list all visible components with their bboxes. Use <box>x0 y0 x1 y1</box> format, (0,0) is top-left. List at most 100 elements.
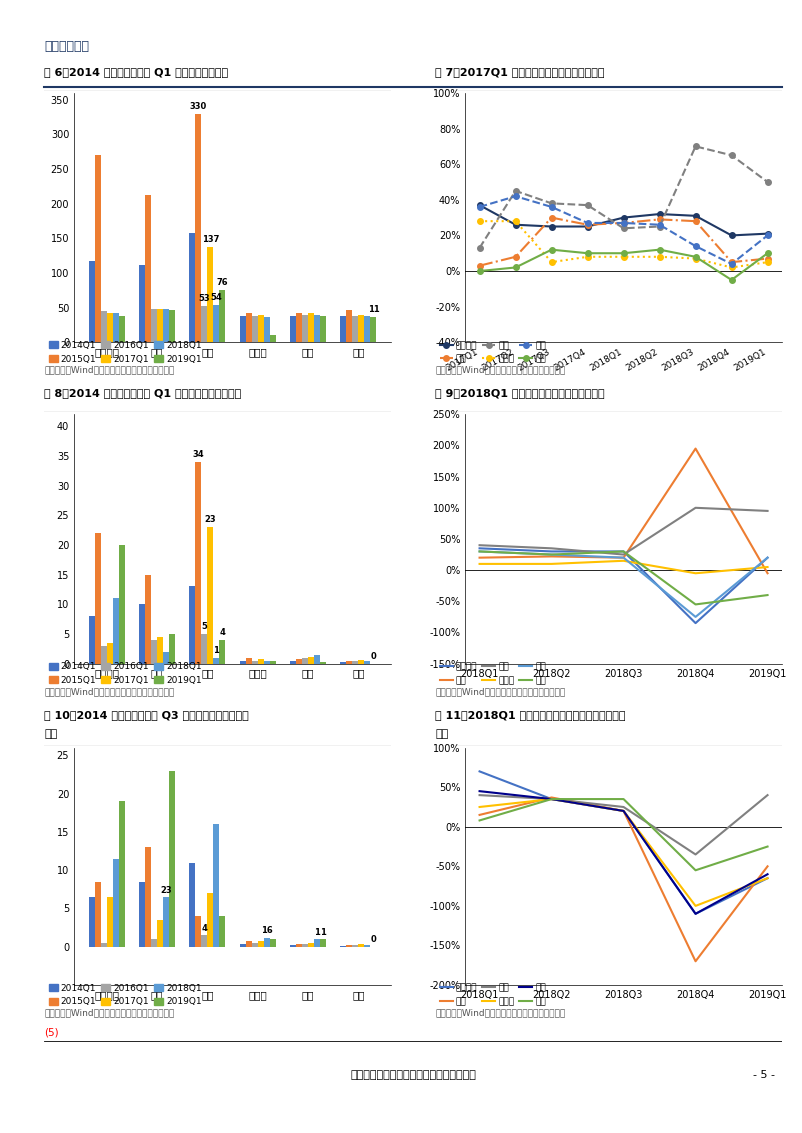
餐饮 <box>763 247 772 261</box>
免税 <box>475 538 484 552</box>
Bar <box>257 940 264 947</box>
酒店 <box>511 189 520 203</box>
Line: 景区: 景区 <box>476 215 771 269</box>
Legend: 2014Q1, 2015Q1, 2016Q1, 2017Q1, 2018Q1, 2019Q1: 2014Q1, 2015Q1, 2016Q1, 2017Q1, 2018Q1, … <box>49 341 201 364</box>
Bar <box>151 939 157 947</box>
Bar <box>264 317 269 342</box>
Bar <box>352 945 358 947</box>
Bar <box>145 574 151 664</box>
餐饮 <box>583 247 593 261</box>
出境游 <box>763 560 772 573</box>
Bar <box>151 640 157 664</box>
Bar <box>151 309 157 342</box>
Text: 走势: 走势 <box>435 730 448 740</box>
Text: 行业点评报告: 行业点评报告 <box>44 41 89 53</box>
Bar <box>320 316 326 342</box>
Bar <box>308 943 314 947</box>
出境游 <box>475 214 484 228</box>
Text: 图 6、2014 年以来社服行业 Q1 营收走势（亿元）: 图 6、2014 年以来社服行业 Q1 营收走势（亿元） <box>44 67 229 77</box>
Bar <box>352 661 358 664</box>
Bar <box>245 658 252 664</box>
Legend: 休闲服务, 景区, 免税, 出境游, 酒店, 餐饮: 休闲服务, 景区, 免税, 出境游, 酒店, 餐饮 <box>439 983 546 1006</box>
景区 <box>619 804 629 818</box>
Text: 5: 5 <box>201 622 207 631</box>
Bar <box>308 656 314 664</box>
Text: 图 10、2014 年以来社服行业 Q3 扣非归母净利走势（亿: 图 10、2014 年以来社服行业 Q3 扣非归母净利走势（亿 <box>44 709 249 719</box>
Bar <box>320 662 326 664</box>
酒店 <box>547 547 557 561</box>
Bar <box>208 247 213 342</box>
免税 <box>691 501 700 514</box>
Bar <box>208 893 213 947</box>
免税 <box>619 800 629 813</box>
Text: 53: 53 <box>199 293 210 303</box>
Bar <box>95 881 100 947</box>
酒店 <box>763 229 772 242</box>
景区 <box>511 250 520 264</box>
酒店 <box>475 545 484 559</box>
出境游 <box>691 900 700 913</box>
休闲服务 <box>475 198 484 212</box>
免税 <box>763 504 772 518</box>
免税 <box>727 148 736 162</box>
Line: 景区: 景区 <box>480 798 768 961</box>
Bar <box>240 945 245 947</box>
Bar <box>314 939 320 947</box>
出境游 <box>727 261 736 274</box>
Bar <box>340 316 346 342</box>
Bar <box>139 265 145 342</box>
Bar <box>100 312 107 342</box>
餐饮 <box>763 840 772 853</box>
Line: 景区: 景区 <box>480 449 768 573</box>
Bar <box>88 261 95 342</box>
Text: 数据来源：Wind、兴业证券经济与金融研究院整理: 数据来源：Wind、兴业证券经济与金融研究院整理 <box>435 366 565 375</box>
Text: 图 9、2018Q1 以来社服行业归母净利增速走势: 图 9、2018Q1 以来社服行业归母净利增速走势 <box>435 389 605 399</box>
Bar <box>269 661 276 664</box>
Bar <box>213 658 220 664</box>
Text: 1: 1 <box>213 646 219 655</box>
免税 <box>691 139 700 153</box>
Line: 出境游: 出境游 <box>480 799 768 906</box>
免税 <box>619 221 629 235</box>
Bar <box>346 945 352 947</box>
Text: - 5 -: - 5 - <box>752 1071 775 1080</box>
出境游 <box>691 252 700 265</box>
Bar <box>240 316 245 342</box>
休闲服务 <box>763 551 772 564</box>
Bar <box>302 658 308 664</box>
Bar <box>107 642 112 664</box>
Bar <box>213 305 220 342</box>
休闲服务 <box>547 545 557 559</box>
Bar <box>107 897 112 947</box>
餐饮 <box>619 792 629 806</box>
出境游 <box>583 250 593 264</box>
Bar <box>189 587 195 664</box>
Text: 请务必阅读正文之后的信息披露和重要声明: 请务必阅读正文之后的信息披露和重要声明 <box>350 1071 476 1080</box>
出境游 <box>511 214 520 228</box>
Bar <box>364 945 371 947</box>
Line: 出境游: 出境游 <box>480 561 768 573</box>
景区 <box>763 566 772 580</box>
酒店 <box>763 551 772 564</box>
餐饮 <box>619 545 629 559</box>
Text: 数据来源：Wind、兴业证券经济与金融研究院整理: 数据来源：Wind、兴业证券经济与金融研究院整理 <box>44 687 174 696</box>
Text: 4: 4 <box>201 923 207 932</box>
Bar <box>119 545 125 664</box>
餐饮 <box>691 597 700 611</box>
Bar <box>169 310 175 342</box>
休闲服务 <box>547 220 557 233</box>
Bar <box>364 316 371 342</box>
酒店 <box>619 551 629 564</box>
酒店 <box>619 804 629 818</box>
餐饮 <box>691 250 700 264</box>
Bar <box>252 943 257 947</box>
Bar <box>195 917 201 947</box>
Text: 23: 23 <box>205 516 217 525</box>
Text: 16: 16 <box>261 926 273 935</box>
Text: 数据来源：Wind、兴业证券经济与金融研究院整理: 数据来源：Wind、兴业证券经济与金融研究院整理 <box>435 687 565 696</box>
休闲服务 <box>475 765 484 778</box>
酒店 <box>475 784 484 798</box>
景区 <box>691 442 700 455</box>
景区 <box>691 214 700 228</box>
Bar <box>189 233 195 342</box>
